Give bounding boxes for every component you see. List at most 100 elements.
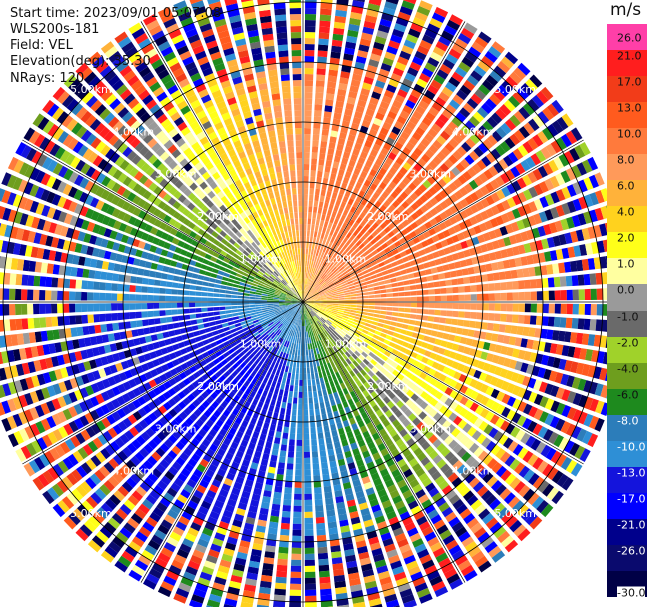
- velocity-gate: [51, 316, 59, 327]
- velocity-gate: [292, 529, 302, 536]
- velocity-gate: [337, 291, 344, 295]
- velocity-gate: [424, 246, 432, 254]
- velocity-gate: [433, 519, 446, 530]
- velocity-gate: [471, 256, 479, 265]
- velocity-gate: [338, 307, 345, 311]
- velocity-gate: [203, 495, 214, 505]
- velocity-gate: [329, 539, 340, 547]
- velocity-gate: [368, 0, 382, 6]
- velocity-gate: [426, 322, 434, 329]
- velocity-gate: [92, 511, 105, 524]
- velocity-gate: [361, 314, 368, 319]
- velocity-gate: [263, 557, 275, 565]
- velocity-gate: [329, 216, 335, 224]
- velocity-gate: [159, 497, 171, 508]
- velocity-gate: [219, 293, 226, 298]
- velocity-gate: [304, 559, 315, 566]
- velocity-gate: [385, 239, 394, 246]
- velocity-gate: [424, 89, 436, 100]
- velocity-gate: [228, 413, 237, 421]
- velocity-gate: [516, 415, 527, 427]
- velocity-gate: [491, 480, 503, 492]
- velocity-gate: [354, 316, 361, 321]
- velocity-gate: [251, 548, 262, 557]
- velocity-gate: [372, 452, 381, 461]
- velocity-gate: [232, 316, 240, 321]
- velocity-gate: [324, 260, 329, 267]
- velocity-gate: [313, 391, 318, 398]
- velocity-gate: [268, 521, 279, 529]
- velocity-gate: [255, 445, 264, 453]
- velocity-gate: [548, 290, 555, 301]
- velocity-gate: [394, 327, 402, 333]
- velocity-gate: [520, 159, 531, 172]
- velocity-gate: [462, 423, 472, 433]
- velocity-gate: [419, 0, 433, 11]
- velocity-gate: [583, 380, 593, 393]
- velocity-gate: [317, 244, 322, 251]
- velocity-gate: [214, 473, 224, 483]
- velocity-gate: [494, 344, 503, 354]
- velocity-gate: [298, 302, 303, 307]
- velocity-gate: [478, 31, 492, 44]
- velocity-gate: [119, 503, 132, 516]
- velocity-gate: [491, 112, 503, 124]
- velocity-gate: [379, 468, 389, 477]
- velocity-gate: [333, 300, 339, 302]
- velocity-gate: [303, 296, 305, 302]
- velocity-gate: [264, 350, 270, 358]
- velocity-gate: [412, 17, 426, 28]
- velocity-gate: [299, 367, 303, 374]
- velocity-gate: [327, 281, 334, 286]
- velocity-gate: [279, 351, 284, 358]
- velocity-gate: [176, 425, 186, 435]
- velocity-gate: [249, 554, 261, 563]
- velocity-gate: [322, 284, 328, 289]
- velocity-gate: [481, 102, 493, 114]
- velocity-gate: [351, 324, 358, 329]
- velocity-gate: [471, 236, 480, 246]
- velocity-gate: [325, 93, 335, 101]
- velocity-gate: [310, 311, 315, 317]
- velocity-gate: [204, 327, 212, 333]
- velocity-gate: [310, 433, 317, 440]
- velocity-gate: [322, 123, 330, 130]
- velocity-gate: [329, 136, 337, 144]
- velocity-gate: [252, 349, 259, 356]
- velocity-gate: [461, 141, 472, 153]
- velocity-gate: [368, 341, 376, 348]
- velocity-gate: [259, 346, 265, 353]
- velocity-gate: [294, 312, 298, 319]
- velocity-gate: [582, 159, 593, 174]
- velocity-gate: [373, 553, 385, 563]
- velocity-gate: [124, 545, 138, 558]
- velocity-gate: [468, 414, 479, 425]
- velocity-gate: [431, 234, 440, 243]
- velocity-gate: [384, 409, 393, 418]
- velocity-gate: [81, 303, 88, 313]
- velocity-gate: [308, 385, 312, 392]
- velocity-gate: [536, 90, 549, 104]
- velocity-gate: [341, 65, 352, 73]
- velocity-gate: [243, 372, 250, 380]
- velocity-gate: [397, 214, 405, 222]
- velocity-gate: [322, 266, 328, 273]
- velocity-gate: [190, 495, 201, 505]
- velocity-gate: [445, 511, 457, 523]
- velocity-gate: [353, 67, 364, 76]
- velocity-gate: [432, 251, 440, 259]
- velocity-gate: [111, 293, 118, 301]
- velocity-gate: [215, 570, 229, 580]
- velocity-gate: [493, 89, 506, 102]
- velocity-gate: [500, 282, 507, 291]
- velocity-gate: [304, 98, 313, 105]
- velocity-gate: [303, 236, 306, 243]
- velocity-gate: [405, 495, 416, 505]
- velocity-gate: [315, 314, 321, 319]
- velocity-gate: [159, 280, 167, 287]
- velocity-gate: [572, 289, 579, 301]
- velocity-gate: [185, 417, 194, 427]
- velocity-gate: [265, 397, 271, 405]
- velocity-gate: [469, 216, 478, 226]
- velocity-gate: [304, 80, 314, 87]
